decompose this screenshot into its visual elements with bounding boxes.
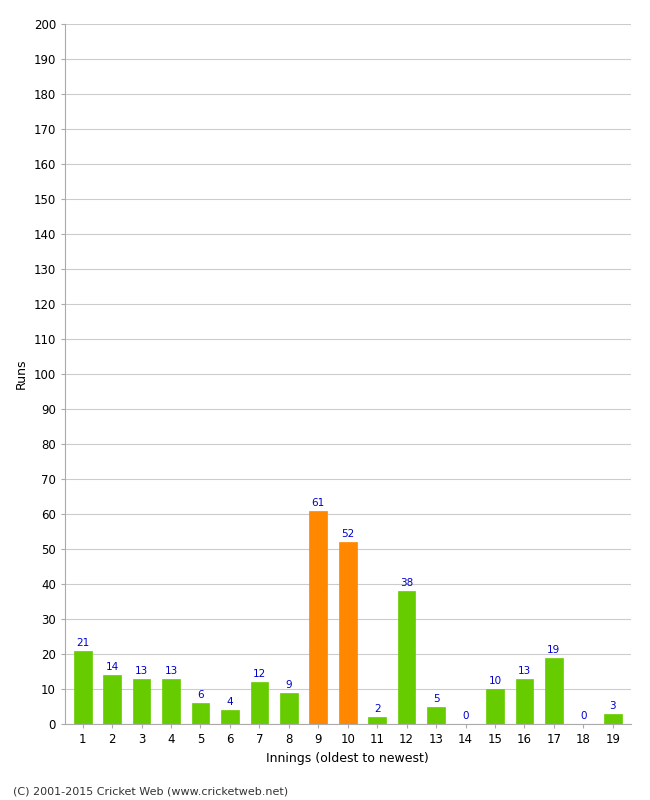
Text: 13: 13 bbox=[135, 666, 148, 676]
Text: 13: 13 bbox=[164, 666, 177, 676]
Text: 3: 3 bbox=[610, 701, 616, 710]
Bar bbox=[339, 542, 357, 724]
Bar bbox=[103, 675, 121, 724]
Text: 13: 13 bbox=[518, 666, 531, 676]
Text: 19: 19 bbox=[547, 645, 560, 654]
Bar bbox=[604, 714, 621, 724]
Bar bbox=[192, 703, 209, 724]
Bar bbox=[221, 710, 239, 724]
Text: 6: 6 bbox=[197, 690, 204, 700]
Bar bbox=[250, 682, 268, 724]
X-axis label: Innings (oldest to newest): Innings (oldest to newest) bbox=[266, 751, 429, 765]
Bar bbox=[427, 706, 445, 724]
Text: 0: 0 bbox=[580, 711, 586, 722]
Text: 52: 52 bbox=[341, 530, 354, 539]
Bar bbox=[515, 678, 533, 724]
Bar bbox=[162, 678, 180, 724]
Text: (C) 2001-2015 Cricket Web (www.cricketweb.net): (C) 2001-2015 Cricket Web (www.cricketwe… bbox=[13, 786, 288, 796]
Bar bbox=[74, 650, 92, 724]
Bar bbox=[133, 678, 150, 724]
Y-axis label: Runs: Runs bbox=[15, 358, 28, 390]
Text: 61: 61 bbox=[311, 498, 325, 508]
Text: 21: 21 bbox=[76, 638, 89, 648]
Text: 14: 14 bbox=[105, 662, 119, 672]
Bar bbox=[545, 658, 563, 724]
Text: 10: 10 bbox=[488, 676, 502, 686]
Text: 9: 9 bbox=[285, 680, 292, 690]
Text: 0: 0 bbox=[462, 711, 469, 722]
Text: 4: 4 bbox=[227, 697, 233, 707]
Bar bbox=[369, 717, 386, 724]
Bar bbox=[486, 689, 504, 724]
Bar bbox=[280, 693, 298, 724]
Bar bbox=[309, 510, 327, 724]
Bar bbox=[398, 591, 415, 724]
Text: 12: 12 bbox=[253, 669, 266, 679]
Text: 5: 5 bbox=[433, 694, 439, 704]
Text: 38: 38 bbox=[400, 578, 413, 588]
Text: 2: 2 bbox=[374, 704, 380, 714]
